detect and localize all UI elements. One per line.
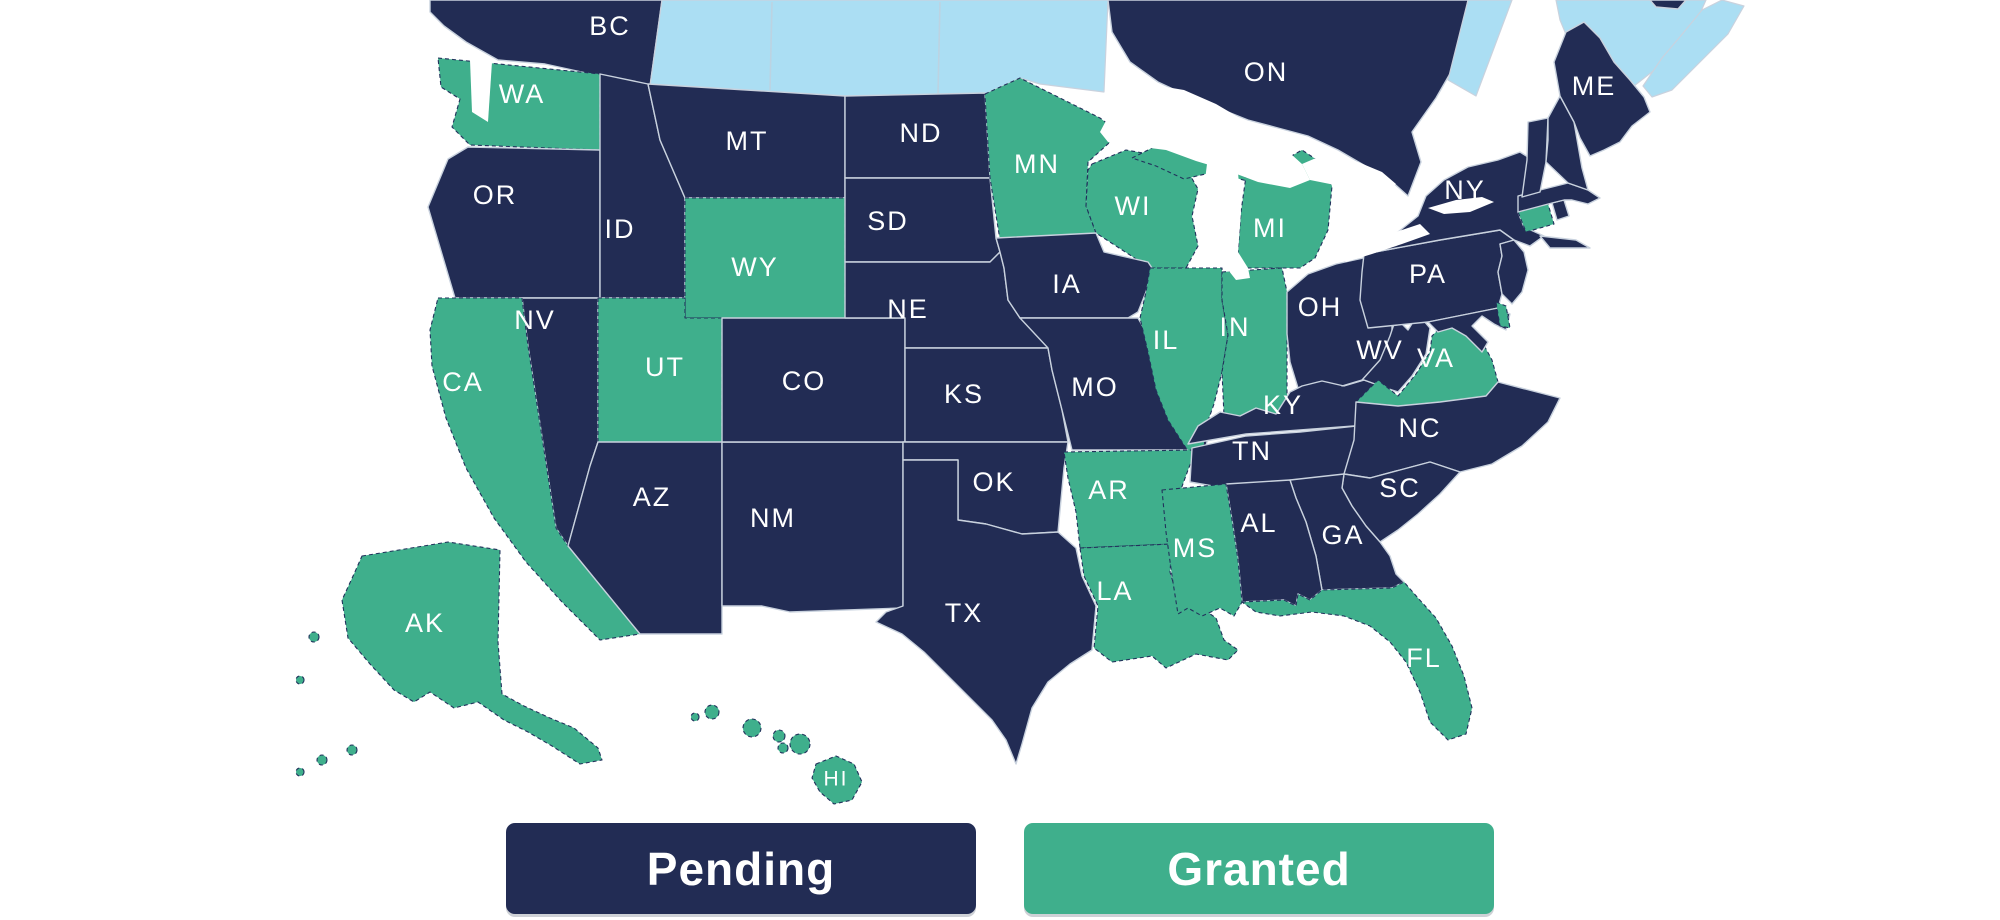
lake-huron — [1302, 152, 1396, 198]
hi-island[interactable] — [772, 729, 786, 743]
state-de-shape[interactable] — [1495, 301, 1511, 329]
state-label-in: IN — [1220, 312, 1251, 342]
state-label-wa: WA — [499, 79, 546, 109]
state-label-al: AL — [1240, 508, 1277, 538]
state-me-shape[interactable] — [1553, 21, 1651, 157]
state-label-il: IL — [1153, 325, 1180, 355]
province-border-line — [769, 1, 773, 91]
state-label-me: ME — [1572, 71, 1617, 101]
state-label-ia: IA — [1052, 269, 1082, 299]
state-label-nv: NV — [514, 305, 556, 335]
long-island-shape[interactable] — [1539, 235, 1591, 249]
state-ma-shape[interactable] — [1517, 182, 1601, 213]
state-label-fl: FL — [1406, 643, 1442, 673]
state-label-mt: MT — [726, 126, 769, 156]
state-tx-shape[interactable] — [875, 459, 1097, 765]
state-label-ut: UT — [645, 352, 685, 382]
state-label-nd: ND — [900, 118, 943, 148]
province-border-line — [937, 1, 941, 95]
lake-superior — [1100, 84, 1310, 188]
state-md-shape[interactable] — [1427, 307, 1511, 353]
state-label-va: VA — [1417, 343, 1455, 373]
state-on-shape[interactable] — [1107, 0, 1469, 197]
hi-island[interactable] — [704, 704, 720, 720]
state-label-mi: MI — [1253, 213, 1287, 243]
state-label-mo: MO — [1071, 372, 1119, 402]
state-label-nc: NC — [1399, 413, 1442, 443]
puget-sound-water — [470, 60, 492, 122]
state-label-id: ID — [605, 214, 636, 244]
state-ms-shape[interactable] — [1161, 483, 1243, 617]
state-fl-shape[interactable] — [1241, 581, 1473, 741]
state-label-ne: NE — [887, 294, 929, 324]
ak-island — [295, 767, 305, 777]
hi-island[interactable] — [742, 718, 762, 738]
region-prairie-provinces-shape[interactable] — [649, 0, 1109, 98]
state-ca-shape[interactable] — [429, 297, 641, 641]
state-ks-shape[interactable] — [904, 347, 1069, 443]
state-label-mn: MN — [1014, 149, 1060, 179]
hi-island[interactable] — [789, 733, 811, 755]
state-label-ga: GA — [1321, 520, 1364, 550]
region-pei-shape[interactable] — [1649, 0, 1687, 10]
state-label-sc: SC — [1379, 473, 1421, 503]
region-ns-shape[interactable] — [1642, 0, 1745, 98]
lake-ontario — [1428, 197, 1494, 214]
state-label-oh: OH — [1298, 292, 1343, 322]
state-label-wy: WY — [731, 252, 779, 282]
state-in-shape[interactable] — [1221, 267, 1288, 421]
state-label-ok: OK — [972, 467, 1015, 497]
state-label-az: AZ — [633, 482, 672, 512]
hi-island[interactable] — [690, 712, 700, 722]
state-label-pa: PA — [1409, 259, 1447, 289]
state-ak-shape[interactable] — [341, 541, 603, 765]
lake-erie — [1332, 224, 1430, 262]
state-ct-shape[interactable] — [1517, 203, 1555, 233]
state-label-wv: WV — [1356, 335, 1404, 365]
state-label-tx: TX — [945, 598, 984, 628]
state-label-on: ON — [1244, 57, 1289, 87]
ak-island — [316, 754, 328, 766]
hi-island[interactable] — [777, 742, 789, 754]
lake-michigan — [1205, 150, 1250, 280]
state-label-sd: SD — [867, 206, 909, 236]
legend: Pending Granted — [0, 823, 2000, 915]
state-label-nm: NM — [750, 503, 796, 533]
ak-island — [308, 631, 320, 643]
state-hi-shape[interactable] — [811, 755, 863, 805]
state-label-bc: BC — [589, 11, 631, 41]
state-or-shape[interactable] — [427, 146, 601, 299]
state-label-wi: WI — [1115, 191, 1152, 221]
state-label-hi: HI — [824, 768, 849, 791]
state-ia-shape[interactable] — [995, 232, 1153, 319]
state-nj-shape[interactable] — [1497, 239, 1529, 305]
state-label-la: LA — [1096, 576, 1133, 606]
legend-granted-button[interactable]: Granted — [1024, 823, 1494, 914]
legend-pending-button[interactable]: Pending — [506, 823, 976, 914]
ak-island — [346, 744, 358, 756]
state-label-ms: MS — [1173, 533, 1218, 563]
state-label-ky: KY — [1263, 390, 1303, 420]
state-label-tn: TN — [1232, 436, 1272, 466]
region-qc-west-shape[interactable] — [1447, 0, 1513, 97]
state-label-ca: CA — [442, 367, 484, 397]
state-label-ks: KS — [944, 379, 984, 409]
state-label-ar: AR — [1088, 475, 1130, 505]
state-label-or: OR — [473, 180, 518, 210]
ak-island — [295, 675, 305, 685]
state-label-co: CO — [782, 366, 827, 396]
state-label-ak: AK — [405, 608, 445, 638]
state-label-ny: NY — [1444, 175, 1486, 205]
